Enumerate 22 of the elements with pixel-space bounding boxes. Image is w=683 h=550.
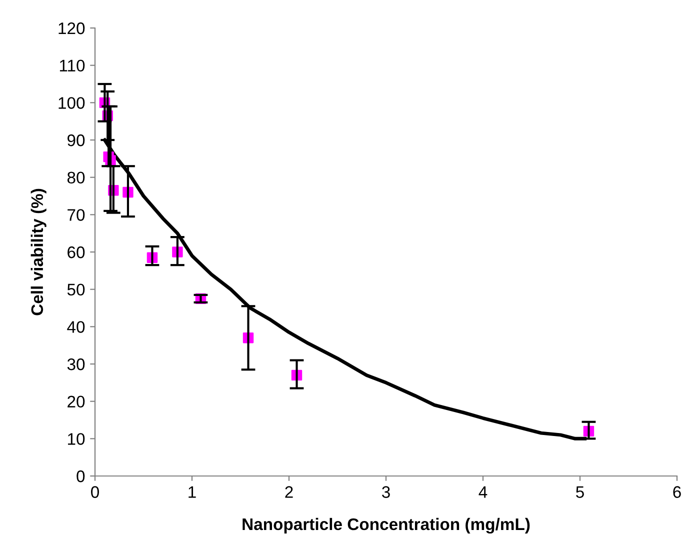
x-tick-label: 5: [576, 486, 584, 498]
x-tick-label: 1: [188, 486, 196, 498]
y-tick-label: 100: [58, 97, 85, 109]
y-tick-label: 90: [68, 134, 85, 146]
y-tick-label: 40: [67, 321, 85, 333]
x-tick-label: 3: [382, 486, 390, 498]
y-tick-label: 50: [67, 284, 85, 296]
y-tick-label: 120: [58, 22, 85, 34]
y-tick-label: 30: [67, 358, 85, 370]
y-axis-title: Cell viability (%): [30, 188, 46, 316]
y-tick-label: 70: [68, 209, 85, 221]
x-axis-title: Nanoparticle Concentration (mg/mL): [242, 518, 530, 534]
y-tick-label: 10: [68, 433, 85, 445]
y-tick-label: 20: [68, 396, 85, 408]
y-tick-label: 60: [68, 246, 85, 258]
y-tick-label: 0: [76, 470, 85, 482]
x-tick-label: 2: [285, 486, 293, 498]
y-tick-label: 110: [60, 60, 85, 72]
x-tick-label: 4: [478, 486, 488, 498]
x-tick-label: 0: [91, 486, 99, 498]
x-tick-label: 6: [673, 486, 681, 498]
y-tick-label: 80: [67, 172, 85, 184]
